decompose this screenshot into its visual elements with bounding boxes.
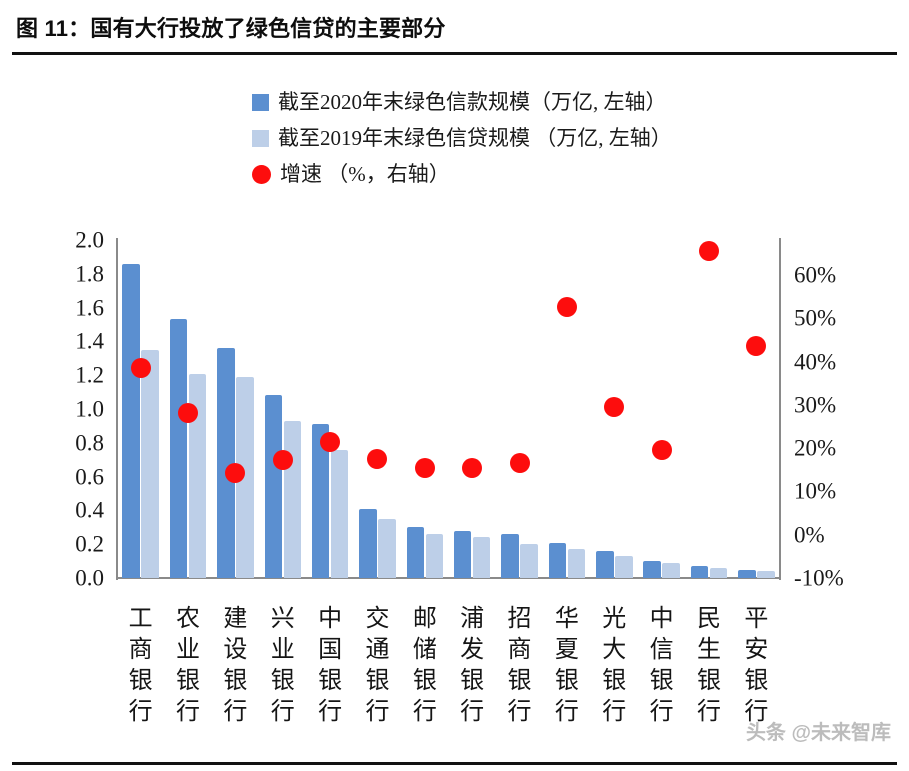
left-axis-line bbox=[116, 238, 118, 580]
bar-2020[interactable] bbox=[406, 527, 425, 578]
left-axis-tick-label: 0.0 bbox=[75, 565, 104, 591]
bar-2019[interactable] bbox=[425, 534, 444, 578]
right-axis-tick-label: 50% bbox=[794, 305, 837, 331]
growth-rate-dot[interactable] bbox=[225, 462, 246, 483]
left-axis-tick-label: 0.8 bbox=[75, 430, 104, 456]
x-axis-category-label: 浦发银行 bbox=[460, 606, 485, 725]
bar-2020[interactable] bbox=[311, 424, 330, 578]
chart-legend: 截至2020年末绿色信款规模（万亿, 左轴） 截至2019年末绿色信贷规模 （万亿… bbox=[252, 84, 812, 192]
growth-rate-dot[interactable] bbox=[130, 357, 151, 378]
legend-item[interactable]: 增速 （%，右轴） bbox=[252, 156, 812, 192]
left-axis-tick-label: 0.2 bbox=[75, 531, 104, 557]
growth-rate-dot[interactable] bbox=[509, 453, 530, 474]
bar-2019[interactable] bbox=[330, 449, 349, 578]
x-axis-category-label: 招商银行 bbox=[507, 606, 532, 725]
x-axis-category-label: 邮储银行 bbox=[412, 606, 437, 725]
right-axis-tick-label: -10% bbox=[794, 565, 844, 591]
left-axis-tick-label: 2.0 bbox=[75, 227, 104, 253]
x-axis-category-label: 中信银行 bbox=[649, 606, 674, 725]
growth-rate-dot[interactable] bbox=[462, 457, 483, 478]
bar-2019[interactable] bbox=[757, 571, 775, 578]
bar-2020[interactable] bbox=[453, 530, 472, 578]
x-axis-category-label: 兴业银行 bbox=[270, 606, 295, 725]
bar-2019[interactable] bbox=[615, 556, 633, 578]
left-axis-tick-label: 1.6 bbox=[75, 295, 104, 321]
growth-rate-dot[interactable] bbox=[367, 448, 388, 469]
growth-rate-dot[interactable] bbox=[746, 336, 767, 357]
x-axis-category-label: 平安银行 bbox=[744, 606, 769, 725]
growth-rate-dot[interactable] bbox=[604, 396, 625, 417]
page-title: 图 11：国有大行投放了绿色信贷的主要部分 bbox=[16, 16, 446, 41]
bar-2019[interactable] bbox=[472, 537, 491, 578]
plot-area: 0.0 0.2 0.4 0.6 0.8 1.0 1.2 1.4 1.6 1.8 2.0 -10% 0% 1… bbox=[75, 229, 844, 590]
bar-2020[interactable] bbox=[501, 534, 519, 578]
bar-2019[interactable] bbox=[236, 376, 254, 578]
bar-2019[interactable] bbox=[709, 567, 728, 578]
bar-2019[interactable] bbox=[141, 349, 159, 578]
bar-2019[interactable] bbox=[662, 562, 680, 578]
watermark: 头条 @未来智库 bbox=[745, 722, 891, 744]
left-axis-tick-label: 0.4 bbox=[75, 497, 104, 523]
left-axis-tick-label: 1.0 bbox=[75, 396, 104, 422]
right-axis-tick-label: 30% bbox=[794, 392, 837, 418]
bar-2020[interactable] bbox=[643, 561, 661, 578]
x-axis-category-label: 工商银行 bbox=[128, 606, 153, 725]
growth-rate-dot[interactable] bbox=[178, 403, 199, 424]
growth-rate-dot[interactable] bbox=[556, 297, 577, 318]
bar-2020[interactable] bbox=[217, 348, 235, 578]
growth-rate-dot[interactable] bbox=[651, 440, 672, 461]
legend-circle-icon bbox=[252, 164, 271, 184]
growth-rate-dot[interactable] bbox=[272, 449, 293, 470]
title-divider bbox=[12, 52, 897, 55]
bar-2020[interactable] bbox=[738, 569, 756, 578]
left-axis-tick-label: 0.6 bbox=[75, 464, 104, 490]
right-axis-tick-label: 10% bbox=[794, 478, 837, 504]
left-axis-tick-label: 1.8 bbox=[75, 261, 104, 287]
figure-title-bar: 图 11：国有大行投放了绿色信贷的主要部分 bbox=[0, 4, 909, 50]
legend-item-label: 截至2019年末绿色信贷规模 （万亿, 左轴） bbox=[278, 125, 672, 150]
x-axis-category-label: 农业银行 bbox=[176, 606, 201, 725]
x-axis-category-label: 建设银行 bbox=[223, 606, 248, 725]
bar-2020[interactable] bbox=[359, 508, 377, 578]
bar-2019[interactable] bbox=[283, 420, 301, 578]
x-axis-category-label: 光大银行 bbox=[602, 606, 627, 725]
bar-2020[interactable] bbox=[548, 542, 567, 578]
left-axis-tick-label: 1.2 bbox=[75, 362, 104, 388]
legend-item-label: 增速 （%，右轴） bbox=[280, 161, 450, 186]
right-axis-line bbox=[779, 238, 781, 580]
right-axis-tick-label: 20% bbox=[794, 435, 837, 461]
x-axis-category-label: 华夏银行 bbox=[554, 606, 579, 725]
bar-2020[interactable] bbox=[169, 319, 188, 578]
growth-rate-dot[interactable] bbox=[414, 457, 435, 478]
legend-item[interactable]: 截至2019年末绿色信贷规模 （万亿, 左轴） bbox=[252, 120, 812, 156]
legend-item-label: 截至2020年末绿色信款规模（万亿, 左轴） bbox=[278, 89, 667, 114]
bar-2020[interactable] bbox=[122, 263, 140, 578]
right-axis-tick-label: 60% bbox=[794, 262, 837, 288]
right-axis-tick-label: 0% bbox=[794, 522, 825, 548]
bar-2019[interactable] bbox=[188, 373, 207, 578]
bottom-divider bbox=[12, 762, 897, 765]
bar-2020[interactable] bbox=[596, 550, 614, 578]
bar-2019[interactable] bbox=[567, 549, 586, 578]
growth-rate-dot[interactable] bbox=[320, 431, 341, 452]
x-axis-category-label: 交通银行 bbox=[365, 606, 390, 725]
legend-swatch-icon bbox=[252, 93, 269, 111]
x-axis-line bbox=[116, 577, 781, 579]
legend-item[interactable]: 截至2020年末绿色信款规模（万亿, 左轴） bbox=[252, 84, 812, 120]
bar-2020[interactable] bbox=[264, 395, 282, 578]
growth-rate-dot[interactable] bbox=[698, 241, 719, 262]
left-axis-tick-label: 1.4 bbox=[75, 328, 104, 354]
bar-2020[interactable] bbox=[690, 566, 709, 578]
right-axis-tick-label: 40% bbox=[794, 349, 837, 374]
legend-swatch-icon bbox=[252, 129, 269, 147]
x-axis-category-label: 中国银行 bbox=[318, 606, 343, 725]
bar-2019[interactable] bbox=[520, 544, 538, 578]
x-axis-category-label: 民生银行 bbox=[696, 606, 721, 725]
bar-2019[interactable] bbox=[378, 518, 396, 578]
